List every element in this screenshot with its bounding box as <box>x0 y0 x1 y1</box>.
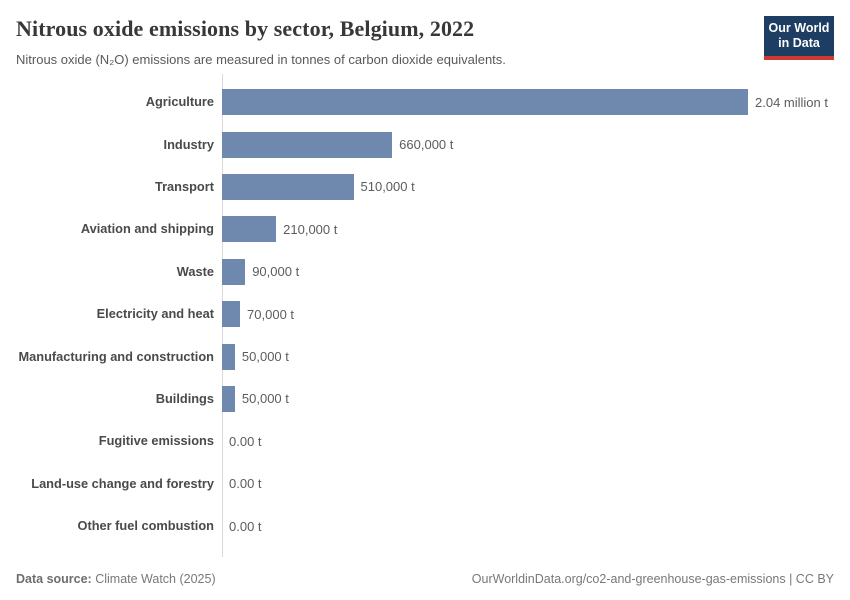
chart-row: Transport 510,000 t <box>16 166 834 208</box>
bar-cell: 510,000 t <box>222 166 834 208</box>
category-label: Other fuel combustion <box>77 518 214 534</box>
chart-row: Land-use change and forestry 0.00 t <box>16 463 834 505</box>
header-text: Nitrous oxide emissions by sector, Belgi… <box>16 16 506 67</box>
value-label: 90,000 t <box>252 264 300 280</box>
bar[interactable] <box>222 173 354 200</box>
chart-row: Agriculture 2.04 million t <box>16 81 834 123</box>
footer: Data source: Climate Watch (2025) OurWor… <box>16 572 834 586</box>
category-label: Fugitive emissions <box>98 433 214 449</box>
bar-cell: 70,000 t <box>222 293 834 335</box>
bar[interactable] <box>222 385 235 412</box>
bar-cell: 210,000 t <box>222 208 834 250</box>
chart-row: Manufacturing and construction 50,000 t <box>16 335 834 377</box>
value-label: 510,000 t <box>360 179 415 195</box>
value-label: 660,000 t <box>399 137 454 153</box>
bar-cell: 0.00 t <box>222 505 834 547</box>
bar[interactable] <box>222 89 748 116</box>
value-label: 50,000 t <box>241 391 289 407</box>
category-label: Land-use change and forestry <box>31 475 214 491</box>
bar[interactable] <box>222 131 393 158</box>
attribution-link[interactable]: OurWorldinData.org/co2-and-greenhouse-ga… <box>471 572 834 586</box>
value-label: 50,000 t <box>241 349 289 365</box>
bar-cell: 0.00 t <box>222 420 834 462</box>
header: Nitrous oxide emissions by sector, Belgi… <box>16 16 834 67</box>
bar[interactable] <box>222 301 241 328</box>
category-label: Electricity and heat <box>96 306 214 322</box>
bar[interactable] <box>222 216 277 243</box>
data-source: Data source: Climate Watch (2025) <box>16 572 216 586</box>
chart-row: Other fuel combustion 0.00 t <box>16 505 834 547</box>
data-source-label: Data source: <box>16 572 92 586</box>
owid-logo-line1: Our World <box>768 21 830 35</box>
category-label: Waste <box>176 263 214 279</box>
bar-rows: Agriculture 2.04 million t Industry 660,000… <box>16 81 834 547</box>
category-label: Transport <box>154 178 214 194</box>
value-label: 70,000 t <box>247 306 295 322</box>
chart-row: Waste 90,000 t <box>16 251 834 293</box>
chart-row: Buildings 50,000 t <box>16 378 834 420</box>
bar-cell: 0.00 t <box>222 463 834 505</box>
value-label: 2.04 million t <box>755 94 828 110</box>
value-label: 0.00 t <box>229 433 262 449</box>
chart-row: Fugitive emissions 0.00 t <box>16 420 834 462</box>
bar-cell: 660,000 t <box>222 123 834 165</box>
chart-row: Industry 660,000 t <box>16 123 834 165</box>
page-subtitle: Nitrous oxide (N₂O) emissions are measur… <box>16 52 506 67</box>
bar-cell: 50,000 t <box>222 335 834 377</box>
value-label: 0.00 t <box>229 518 262 534</box>
bar[interactable] <box>222 258 246 285</box>
bar-cell: 50,000 t <box>222 378 834 420</box>
category-label: Aviation and shipping <box>80 221 214 237</box>
data-source-value: Climate Watch (2025) <box>91 572 216 586</box>
category-label: Agriculture <box>145 94 214 110</box>
bar[interactable] <box>222 343 235 370</box>
owid-logo-line2: in Data <box>778 35 820 50</box>
bar-chart: Agriculture 2.04 million t Industry 660,000… <box>16 74 834 558</box>
category-label: Buildings <box>155 390 214 406</box>
value-label: 0.00 t <box>229 476 262 492</box>
page-title: Nitrous oxide emissions by sector, Belgi… <box>16 16 475 41</box>
bar-cell: 90,000 t <box>222 251 834 293</box>
chart-row: Aviation and shipping 210,000 t <box>16 208 834 250</box>
value-label: 210,000 t <box>283 221 338 237</box>
owid-logo[interactable]: Our World in Data <box>764 16 834 60</box>
category-label: Industry <box>163 136 214 152</box>
category-label: Manufacturing and construction <box>18 348 214 364</box>
bar-cell: 2.04 million t <box>222 81 834 123</box>
chart-row: Electricity and heat 70,000 t <box>16 293 834 335</box>
